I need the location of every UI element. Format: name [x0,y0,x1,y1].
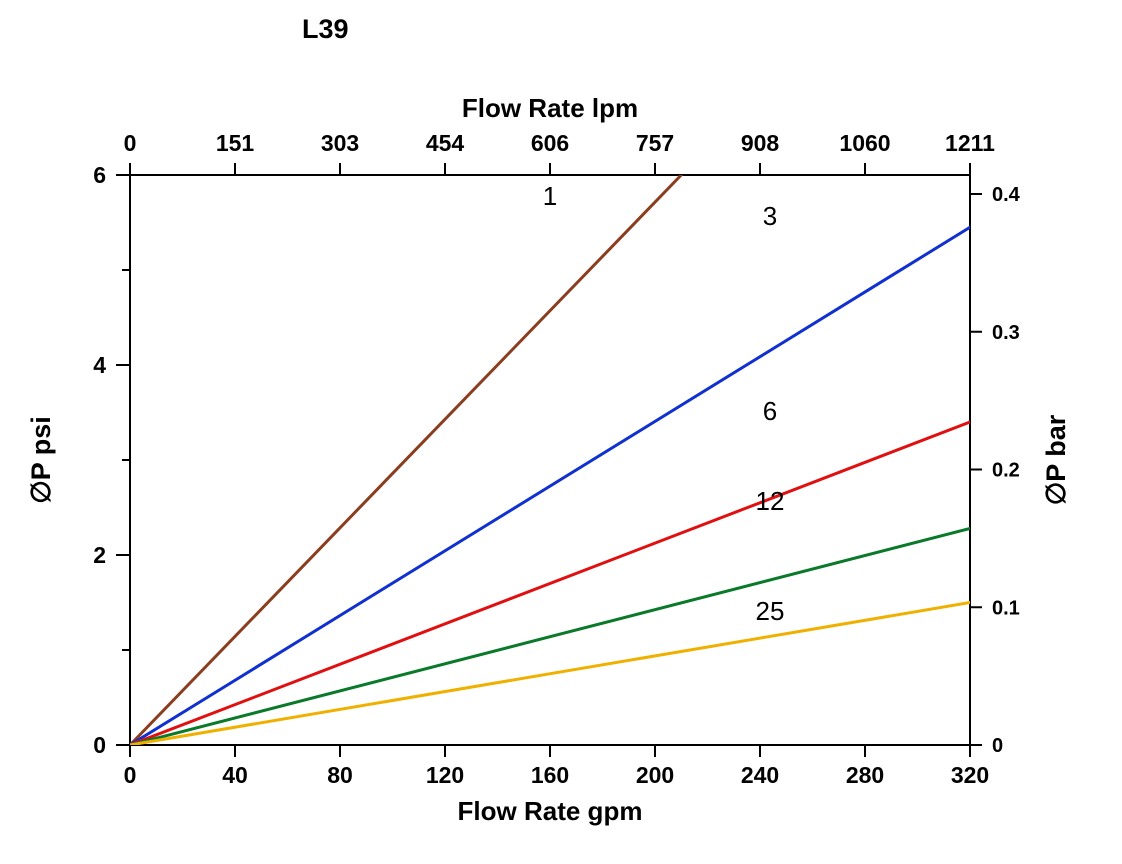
chart-container: L3904080120160200240280320Flow Rate gpm0… [0,0,1122,864]
x-tick-top: 454 [426,130,465,156]
y-tick-left: 0 [93,732,106,758]
y-tick-left: 6 [93,162,106,188]
y-tick-right: 0 [992,735,1003,757]
series-label-25: 25 [756,596,785,626]
y-tick-left: 4 [93,352,106,378]
series-label-1: 1 [543,181,557,211]
y-tick-right: 0.4 [992,184,1021,206]
x-tick-top: 303 [321,130,359,156]
x-tick-bottom: 120 [426,762,464,788]
x-tick-top: 0 [124,130,137,156]
y-tick-right: 0.2 [992,460,1020,482]
x-tick-top: 1211 [945,130,995,156]
x-tick-bottom: 240 [741,762,779,788]
x-tick-bottom: 0 [124,762,137,788]
x-tick-bottom: 280 [846,762,884,788]
y-tick-right: 0.3 [992,322,1020,344]
series-label-6: 6 [763,396,777,426]
series-label-3: 3 [763,201,777,231]
x-tick-top: 606 [531,130,569,156]
x-tick-bottom: 320 [951,762,989,788]
x-tick-top: 908 [741,130,780,156]
x-tick-top: 1060 [839,130,890,156]
y-axis-right-label: ∅P bar [1041,414,1071,505]
pressure-drop-chart: L3904080120160200240280320Flow Rate gpm0… [0,0,1122,864]
x-tick-top: 757 [636,130,674,156]
x-tick-top: 151 [216,130,255,156]
y-tick-left: 2 [93,542,106,568]
y-axis-left-label: ∅P psi [26,416,56,504]
x-axis-top-label: Flow Rate lpm [462,93,638,123]
y-tick-right: 0.1 [992,597,1020,619]
x-tick-bottom: 80 [327,762,353,788]
series-label-12: 12 [756,486,785,516]
x-tick-bottom: 200 [636,762,674,788]
x-axis-bottom-label: Flow Rate gpm [458,796,643,826]
chart-title: L39 [302,14,349,44]
x-tick-bottom: 160 [531,762,569,788]
x-tick-bottom: 40 [222,762,248,788]
